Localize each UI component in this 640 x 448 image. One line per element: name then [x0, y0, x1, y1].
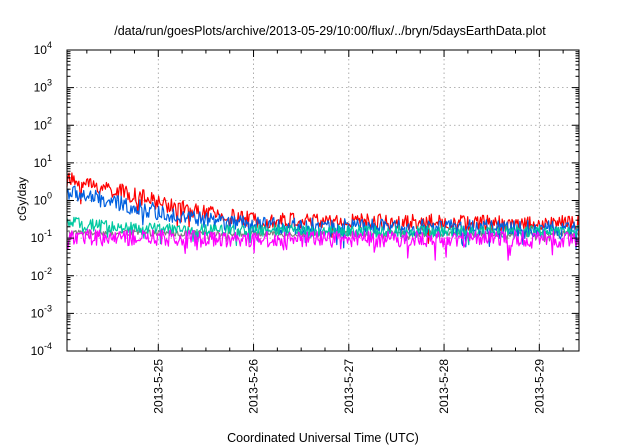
x-tick-label: 2013-5-27	[342, 359, 356, 414]
y-tick-label: 103	[34, 78, 52, 95]
series-line	[66, 216, 580, 247]
y-tick-labels: 10-4 10-3 10-2 10-1 100 101 102 103 104	[31, 40, 52, 358]
y-axis-label: cGy/day	[15, 177, 29, 221]
y-tick-label: 10-3	[31, 303, 52, 320]
y-tick-label: 10-2	[31, 266, 52, 283]
x-tick-label: 2013-5-28	[437, 359, 451, 414]
grid	[67, 50, 579, 351]
x-axis-label: Coordinated Universal Time (UTC)	[227, 431, 419, 445]
series-line	[66, 185, 580, 250]
series-line	[66, 172, 580, 244]
series-line	[66, 228, 580, 261]
y-tick-label: 10-4	[31, 341, 52, 358]
y-tick-label: 101	[34, 153, 52, 170]
x-tick-label: 2013-5-25	[151, 359, 165, 414]
y-tick-label: 10-1	[31, 228, 52, 245]
y-tick-label: 104	[34, 40, 52, 57]
ticks	[67, 49, 579, 352]
x-tick-labels: 2013-5-25 2013-5-26 2013-5-27 2013-5-28 2013…	[151, 359, 546, 414]
series-layer	[66, 172, 580, 261]
x-tick-label: 2013-5-26	[247, 359, 261, 414]
y-tick-label: 102	[34, 115, 52, 132]
x-tick-label: 2013-5-29	[532, 359, 546, 414]
y-tick-label: 100	[34, 191, 52, 208]
chart-title: /data/run/goesPlots/archive/2013-05-29/1…	[114, 24, 546, 38]
